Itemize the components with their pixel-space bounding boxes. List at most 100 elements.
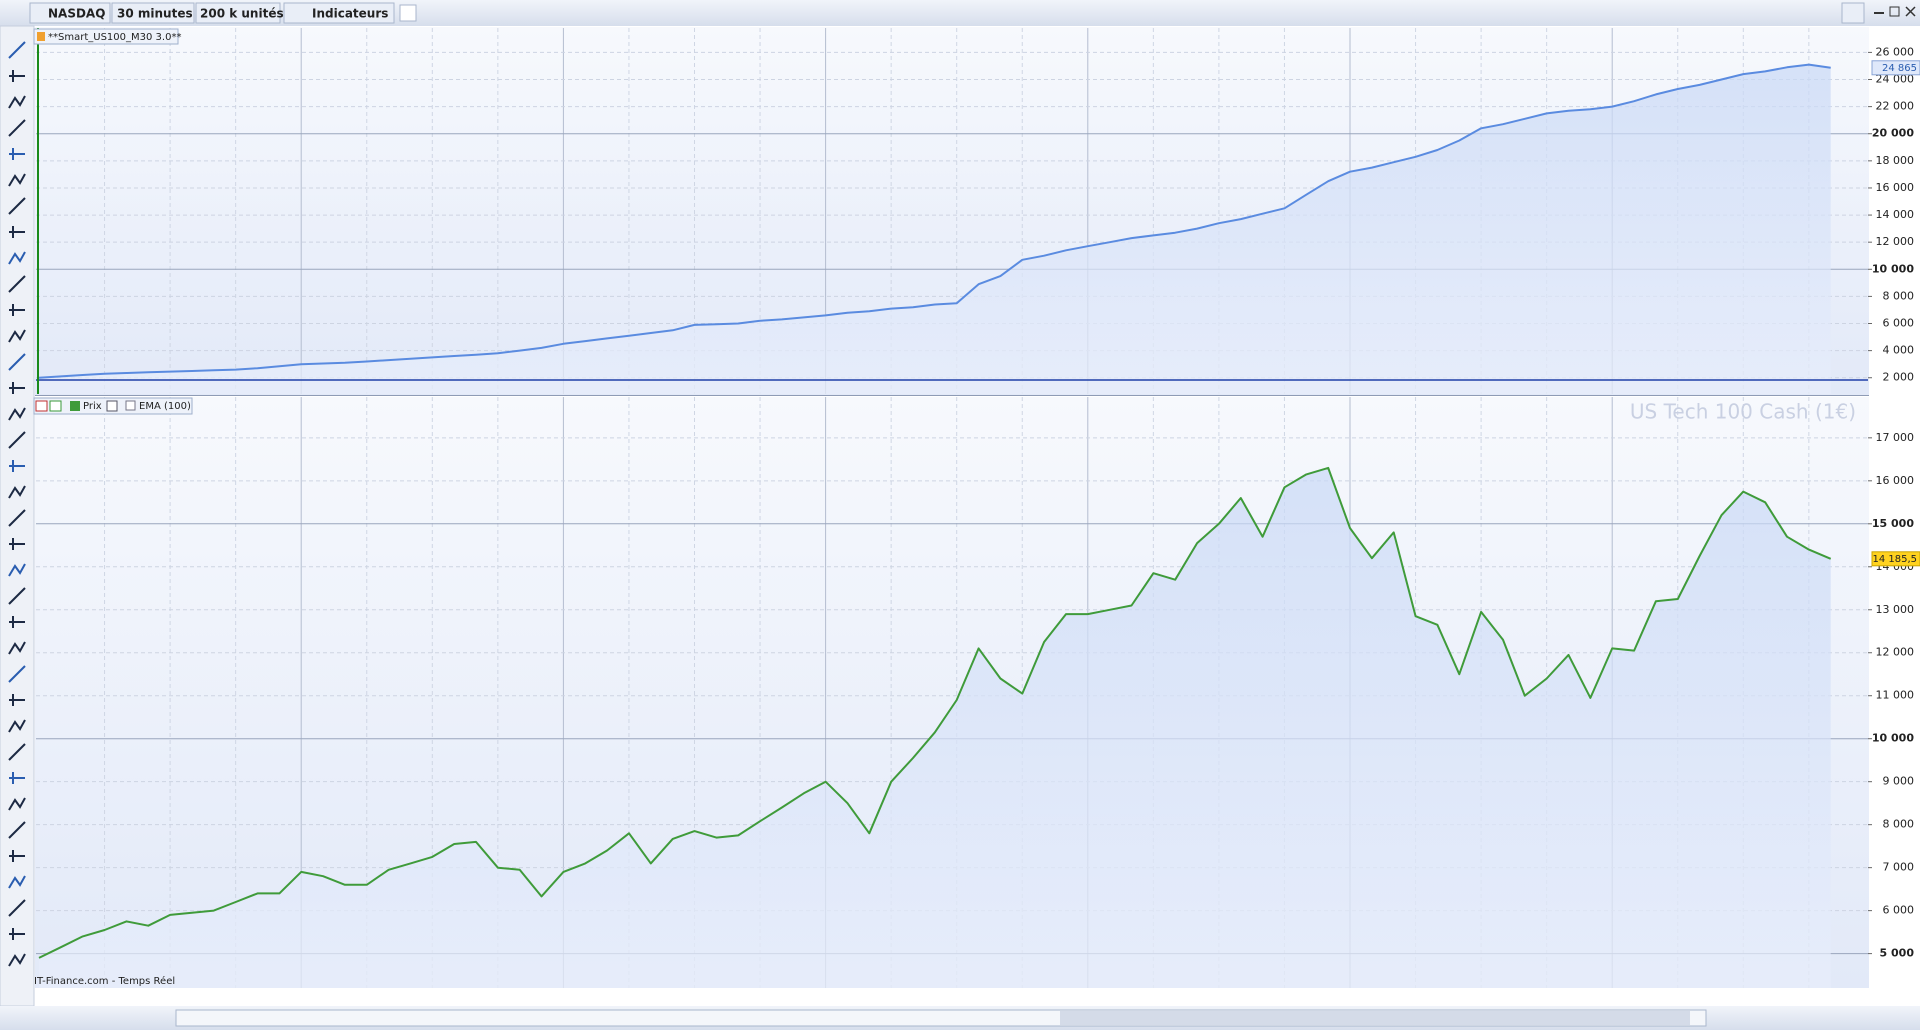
tool-icon[interactable] [8, 407, 26, 421]
tool-icon[interactable] [8, 197, 26, 215]
y-tick-label: 24 000 [1876, 73, 1915, 86]
units[interactable]: 200 k unités [200, 7, 284, 21]
tool-icon[interactable] [8, 875, 26, 889]
info-button[interactable] [399, 4, 417, 22]
tool-icon[interactable] [9, 382, 25, 394]
y-tick-label: 12 000 [1876, 235, 1915, 248]
tool-icon[interactable] [8, 743, 26, 761]
tool-icon[interactable] [8, 953, 26, 967]
tool-icon[interactable] [8, 431, 26, 449]
drawing-toolbar [0, 25, 35, 1007]
minimize[interactable] [1874, 12, 1884, 14]
symbol-button[interactable] [29, 2, 111, 24]
area [39, 467, 1831, 988]
tool-icon[interactable] [8, 665, 26, 683]
symbol[interactable]: NASDAQ [48, 7, 105, 21]
tool-icon[interactable] [8, 821, 26, 839]
last-value-tag [1871, 60, 1920, 76]
sync-button[interactable] [1841, 2, 1865, 24]
tool-icon[interactable] [8, 563, 26, 577]
y-tick-label: 6 000 [1883, 317, 1915, 330]
tool-icon[interactable] [9, 928, 25, 940]
tool-icon[interactable] [9, 538, 25, 550]
y-tick-label: 6 000 [1883, 904, 1915, 917]
price-axis [1869, 27, 1920, 1006]
data-source: IT-Finance.com - Temps Réel [34, 975, 175, 987]
tool-icon[interactable] [8, 797, 26, 811]
line [38, 466, 1832, 959]
tool-icon[interactable] [8, 353, 26, 371]
timeframe-button[interactable] [111, 2, 195, 24]
tool-icon[interactable] [9, 694, 25, 706]
tool-icon[interactable] [8, 329, 26, 343]
tool-icon[interactable] [8, 587, 26, 605]
tool-icon[interactable] [8, 173, 26, 187]
y-tick-label: 12 000 [1876, 646, 1915, 659]
last-value-label: 24 865 [1882, 63, 1917, 74]
instrument-title: US Tech 100 Cash (1€) [1630, 400, 1856, 424]
tool-icon[interactable] [8, 95, 26, 109]
indicators[interactable]: Indicateurs [312, 7, 388, 21]
date-axis [35, 988, 1869, 1006]
y-tick-label: 16 000 [1876, 181, 1915, 194]
legend-ema[interactable]: EMA (100) [139, 401, 191, 412]
tool-icon[interactable] [9, 772, 25, 784]
price-swatch [70, 401, 80, 411]
tool-icon[interactable] [8, 719, 26, 733]
settings-button[interactable] [106, 400, 118, 412]
tool-icon[interactable] [9, 460, 25, 472]
strategy-legend [33, 28, 179, 45]
y-tick-label: 17 000 [1876, 431, 1915, 444]
last-value-label: 14 185,5 [1872, 554, 1917, 565]
area [39, 64, 1831, 394]
scroll-thumb[interactable] [1060, 1011, 1690, 1025]
y-tick-label: 20 000 [1872, 127, 1914, 140]
tool-icon[interactable] [8, 119, 26, 137]
tool-icon[interactable] [9, 70, 25, 82]
tool-icon[interactable] [9, 148, 25, 160]
y-tick-label: 4 000 [1883, 344, 1915, 357]
tool-icon[interactable] [9, 304, 25, 316]
units-button[interactable] [195, 2, 281, 24]
y-tick-label: 15 000 [1872, 517, 1914, 530]
y-tick-label: 14 000 [1876, 208, 1915, 221]
tool-icon[interactable] [9, 226, 25, 238]
tool-icon[interactable] [8, 509, 26, 527]
y-tick-label: 9 000 [1883, 775, 1915, 788]
y-tick-label: 16 000 [1876, 474, 1915, 487]
close[interactable] [1905, 6, 1916, 17]
tool-icon[interactable] [8, 41, 26, 59]
y-tick-label: 2 000 [1883, 371, 1915, 384]
remove-button[interactable] [35, 400, 48, 412]
tool-icon[interactable] [8, 275, 26, 293]
restore[interactable] [1889, 6, 1900, 17]
y-tick-label: 26 000 [1876, 45, 1915, 58]
tool-icon[interactable] [8, 251, 26, 265]
tool-icon[interactable] [9, 850, 25, 862]
y-tick-label: 7 000 [1883, 861, 1915, 874]
indicators-button[interactable] [283, 2, 395, 24]
y-tick-label: 18 000 [1876, 154, 1915, 167]
add-button[interactable] [49, 400, 62, 412]
y-tick-label: 8 000 [1883, 289, 1915, 302]
y-tick-label: 5 000 [1880, 947, 1915, 960]
last-value-tag [1871, 551, 1920, 567]
strategy-swatch [37, 32, 45, 41]
y-tick-label: 13 000 [1876, 603, 1915, 616]
timeframe[interactable]: 30 minutes [117, 7, 193, 21]
strategy-title: **Smart_US100_M30 3.0** [48, 32, 181, 43]
tool-icon[interactable] [8, 641, 26, 655]
y-tick-label: 11 000 [1876, 689, 1915, 702]
y-tick-label: 10 000 [1872, 732, 1914, 745]
line [38, 63, 1831, 379]
y-tick-label: 22 000 [1876, 100, 1915, 113]
tool-icon[interactable] [8, 899, 26, 917]
ema-swatch [125, 400, 136, 411]
legend-price[interactable]: Prix [83, 401, 102, 412]
tool-icon[interactable] [9, 616, 25, 628]
y-tick-label: 8 000 [1883, 818, 1915, 831]
tool-icon[interactable] [8, 485, 26, 499]
y-tick-label: 10 000 [1872, 262, 1914, 275]
